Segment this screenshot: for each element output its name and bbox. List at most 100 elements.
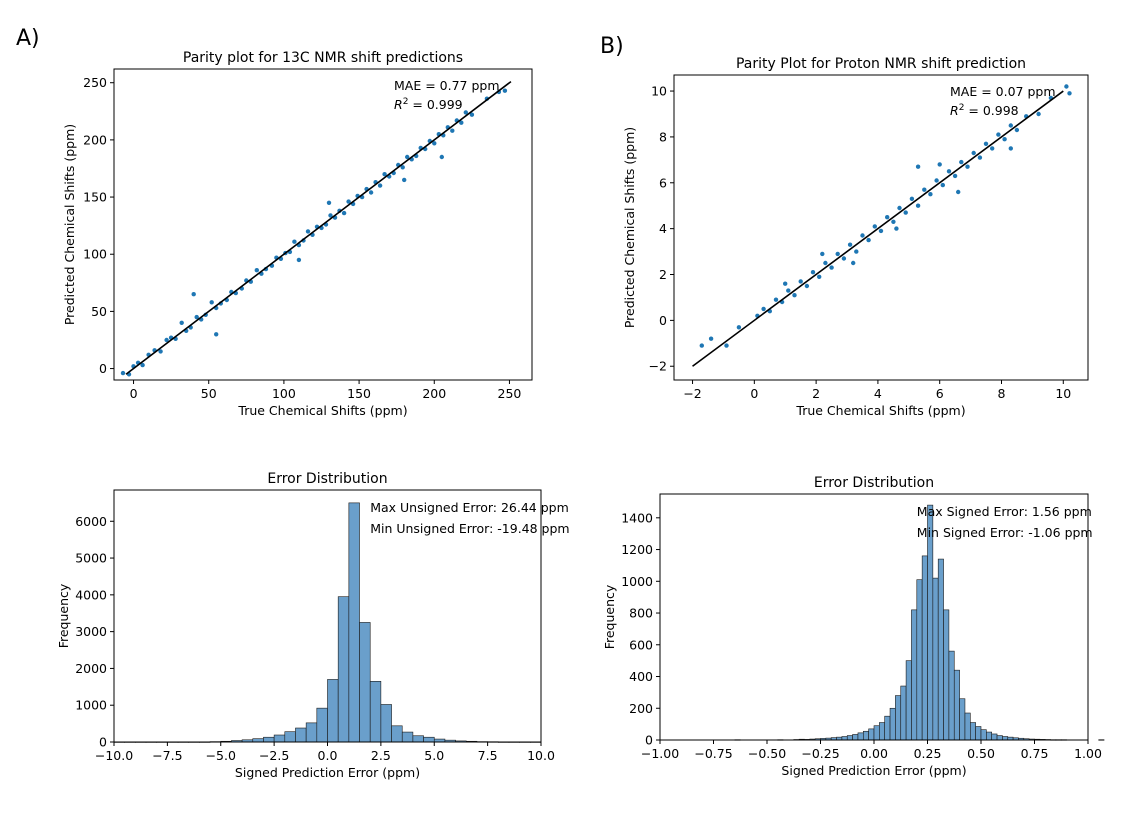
x-tick-label: 200 <box>422 386 446 401</box>
histogram-bar <box>964 712 971 741</box>
h1-error-chart: Error Distribution −1.00 −0.75 −0.50 −0.25 0.… <box>602 475 1105 778</box>
data-point <box>996 132 1001 137</box>
histogram-bar <box>959 698 966 741</box>
histogram-bar <box>884 715 891 741</box>
histogram-bar <box>996 735 1003 741</box>
x-tick-label: 10.0 <box>527 748 555 763</box>
data-point <box>400 165 405 170</box>
y-tick-label: 400 <box>629 669 653 684</box>
x-tick-label: −0.25 <box>801 746 839 761</box>
x-tick-label: 0.50 <box>967 746 995 761</box>
histogram-bar <box>975 726 982 741</box>
y-tick-label: 100 <box>83 247 107 262</box>
data-point <box>194 314 199 320</box>
data-point <box>432 141 437 146</box>
error-annotation: Max Signed Error: 1.56 ppm <box>917 504 1092 519</box>
data-point <box>724 343 729 348</box>
histogram-bar <box>991 733 998 741</box>
data-point <box>959 159 964 165</box>
data-point <box>502 88 508 93</box>
histogram-bar <box>986 731 992 741</box>
data-point <box>820 251 825 257</box>
histogram-bar <box>263 736 275 743</box>
data-point <box>894 226 899 231</box>
data-point <box>915 164 921 169</box>
data-point <box>469 112 475 117</box>
data-point <box>903 210 908 215</box>
data-point <box>878 228 884 234</box>
histogram-bar <box>359 622 371 743</box>
x-tick-label: 250 <box>498 386 522 401</box>
data-point <box>965 164 970 169</box>
y-tick-label: 6 <box>659 175 667 190</box>
histogram-bar <box>900 685 907 741</box>
data-point <box>214 332 219 337</box>
data-point <box>783 281 788 286</box>
data-point <box>1067 91 1072 96</box>
error-annotation: Min Unsigned Error: -19.48 ppm <box>370 521 569 536</box>
data-point <box>1036 111 1041 117</box>
chart-title: Parity Plot for Proton NMR shift predict… <box>736 56 1026 72</box>
data-point <box>191 292 196 297</box>
histogram-bar <box>852 734 859 741</box>
data-point <box>937 162 942 167</box>
histogram-bar <box>969 722 976 741</box>
data-point <box>382 172 387 177</box>
y-tick-label: 6000 <box>75 514 107 529</box>
histogram-bar <box>953 669 960 741</box>
data-point <box>699 343 704 348</box>
data-point <box>897 205 902 211</box>
x-tick-label: −7.5 <box>152 748 182 763</box>
data-point <box>179 320 184 325</box>
r2-annotation: R2 = 0.999 <box>394 97 463 112</box>
x-tick-label: 2.5 <box>371 748 391 763</box>
x-tick-label: 0.00 <box>860 746 888 761</box>
y-tick-label: 0 <box>99 735 107 750</box>
y-tick-label: 0 <box>645 733 653 748</box>
x-tick-label: −2.5 <box>259 748 289 763</box>
error-annotation: Min Signed Error: -1.06 ppm <box>917 525 1093 540</box>
r2-value: = 0.999 <box>408 97 462 112</box>
mae-annotation: MAE = 0.77 ppm <box>394 78 500 93</box>
y-tick-label: 600 <box>629 637 653 652</box>
x-axis-label: True Chemical Shifts (ppm) <box>237 403 407 418</box>
histogram-bar <box>273 734 286 743</box>
y-tick-label: 0 <box>659 313 667 328</box>
y-tick-label: 150 <box>83 190 107 205</box>
histogram-bar <box>868 728 875 741</box>
chart-title: Error Distribution <box>267 471 387 487</box>
x-tick-label: 6 <box>936 386 944 401</box>
plot-frame <box>113 68 533 381</box>
y-tick-label: −2 <box>649 359 667 374</box>
y-tick-label: 10 <box>651 84 667 99</box>
x-tick-label: 0.75 <box>1021 746 1049 761</box>
data-point <box>305 229 311 234</box>
x-tick-label: 0.25 <box>914 746 942 761</box>
x-tick-label: 10 <box>1055 386 1071 401</box>
x-tick-label: 4 <box>874 386 882 401</box>
y-tick-label: 4000 <box>75 587 107 602</box>
histogram-bar <box>862 730 869 741</box>
y-axis-label: Predicted Chemical Shifts (ppm) <box>62 124 77 325</box>
r2-annotation: R2 = 0.998 <box>950 103 1019 118</box>
panel-label-b: B) <box>600 34 624 59</box>
data-point <box>708 336 714 341</box>
x-tick-label: −0.75 <box>694 746 732 761</box>
histogram-bar <box>873 725 880 741</box>
x-tick-label: −10.0 <box>95 748 133 763</box>
data-point <box>798 279 803 284</box>
data-point <box>292 239 297 244</box>
data-point <box>296 257 302 263</box>
x-tick-label: 0.0 <box>318 748 338 763</box>
histogram-bar <box>284 731 296 743</box>
histogram-bar <box>948 650 955 741</box>
data-point <box>940 182 945 188</box>
data-point <box>254 268 259 273</box>
data-point <box>928 192 933 197</box>
histogram-bar <box>401 731 414 743</box>
data-point <box>761 306 766 312</box>
data-point <box>866 237 871 243</box>
histogram-bar <box>1098 739 1105 741</box>
histogram-bar <box>846 735 853 741</box>
